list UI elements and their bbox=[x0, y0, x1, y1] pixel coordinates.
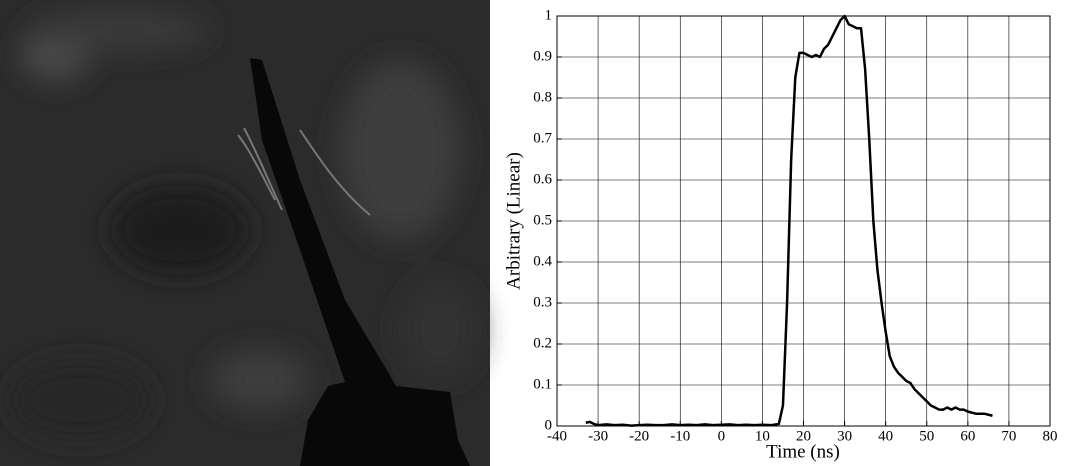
page: Time (ns) Arbitrary (Linear) 0 0.1 0.2 0.3 0… bbox=[0, 0, 1065, 466]
y-tick-label: 0.6 bbox=[533, 171, 552, 187]
x-tick-label: -20 bbox=[629, 428, 649, 444]
y-tick-label: 0.9 bbox=[533, 48, 552, 64]
x-tick-label: 60 bbox=[960, 428, 975, 444]
y-tick-label: 0.4 bbox=[533, 253, 552, 269]
y-axis-title: Arbitrary (Linear) bbox=[503, 152, 524, 290]
y-tick-label: 0.2 bbox=[533, 335, 552, 351]
y-tick-label: 0.3 bbox=[533, 294, 552, 310]
photo bbox=[0, 0, 490, 466]
x-tick-label: 0 bbox=[718, 428, 726, 444]
y-tick-label: 0.1 bbox=[533, 376, 552, 392]
x-tick-label: 80 bbox=[1043, 428, 1058, 444]
x-tick-label: -40 bbox=[547, 428, 567, 444]
y-tick-label: 0.8 bbox=[533, 89, 552, 105]
x-tick-label: 30 bbox=[837, 428, 852, 444]
chart: Time (ns) Arbitrary (Linear) 0 0.1 0.2 0.3 0… bbox=[503, 7, 1057, 462]
x-axis-title: Time (ns) bbox=[766, 441, 840, 462]
x-tick-label: 50 bbox=[919, 428, 934, 444]
x-tick-label: -10 bbox=[670, 428, 690, 444]
x-tick-label: 20 bbox=[796, 428, 811, 444]
x-tick-label: 40 bbox=[878, 428, 893, 444]
x-tick-label: -30 bbox=[588, 428, 608, 444]
y-tick-label: 0.5 bbox=[533, 212, 552, 228]
y-tick-label: 1 bbox=[545, 7, 553, 23]
y-tick-label: 0.7 bbox=[533, 130, 552, 146]
x-tick-label: 10 bbox=[755, 428, 770, 444]
x-tick-label: 70 bbox=[1001, 428, 1016, 444]
